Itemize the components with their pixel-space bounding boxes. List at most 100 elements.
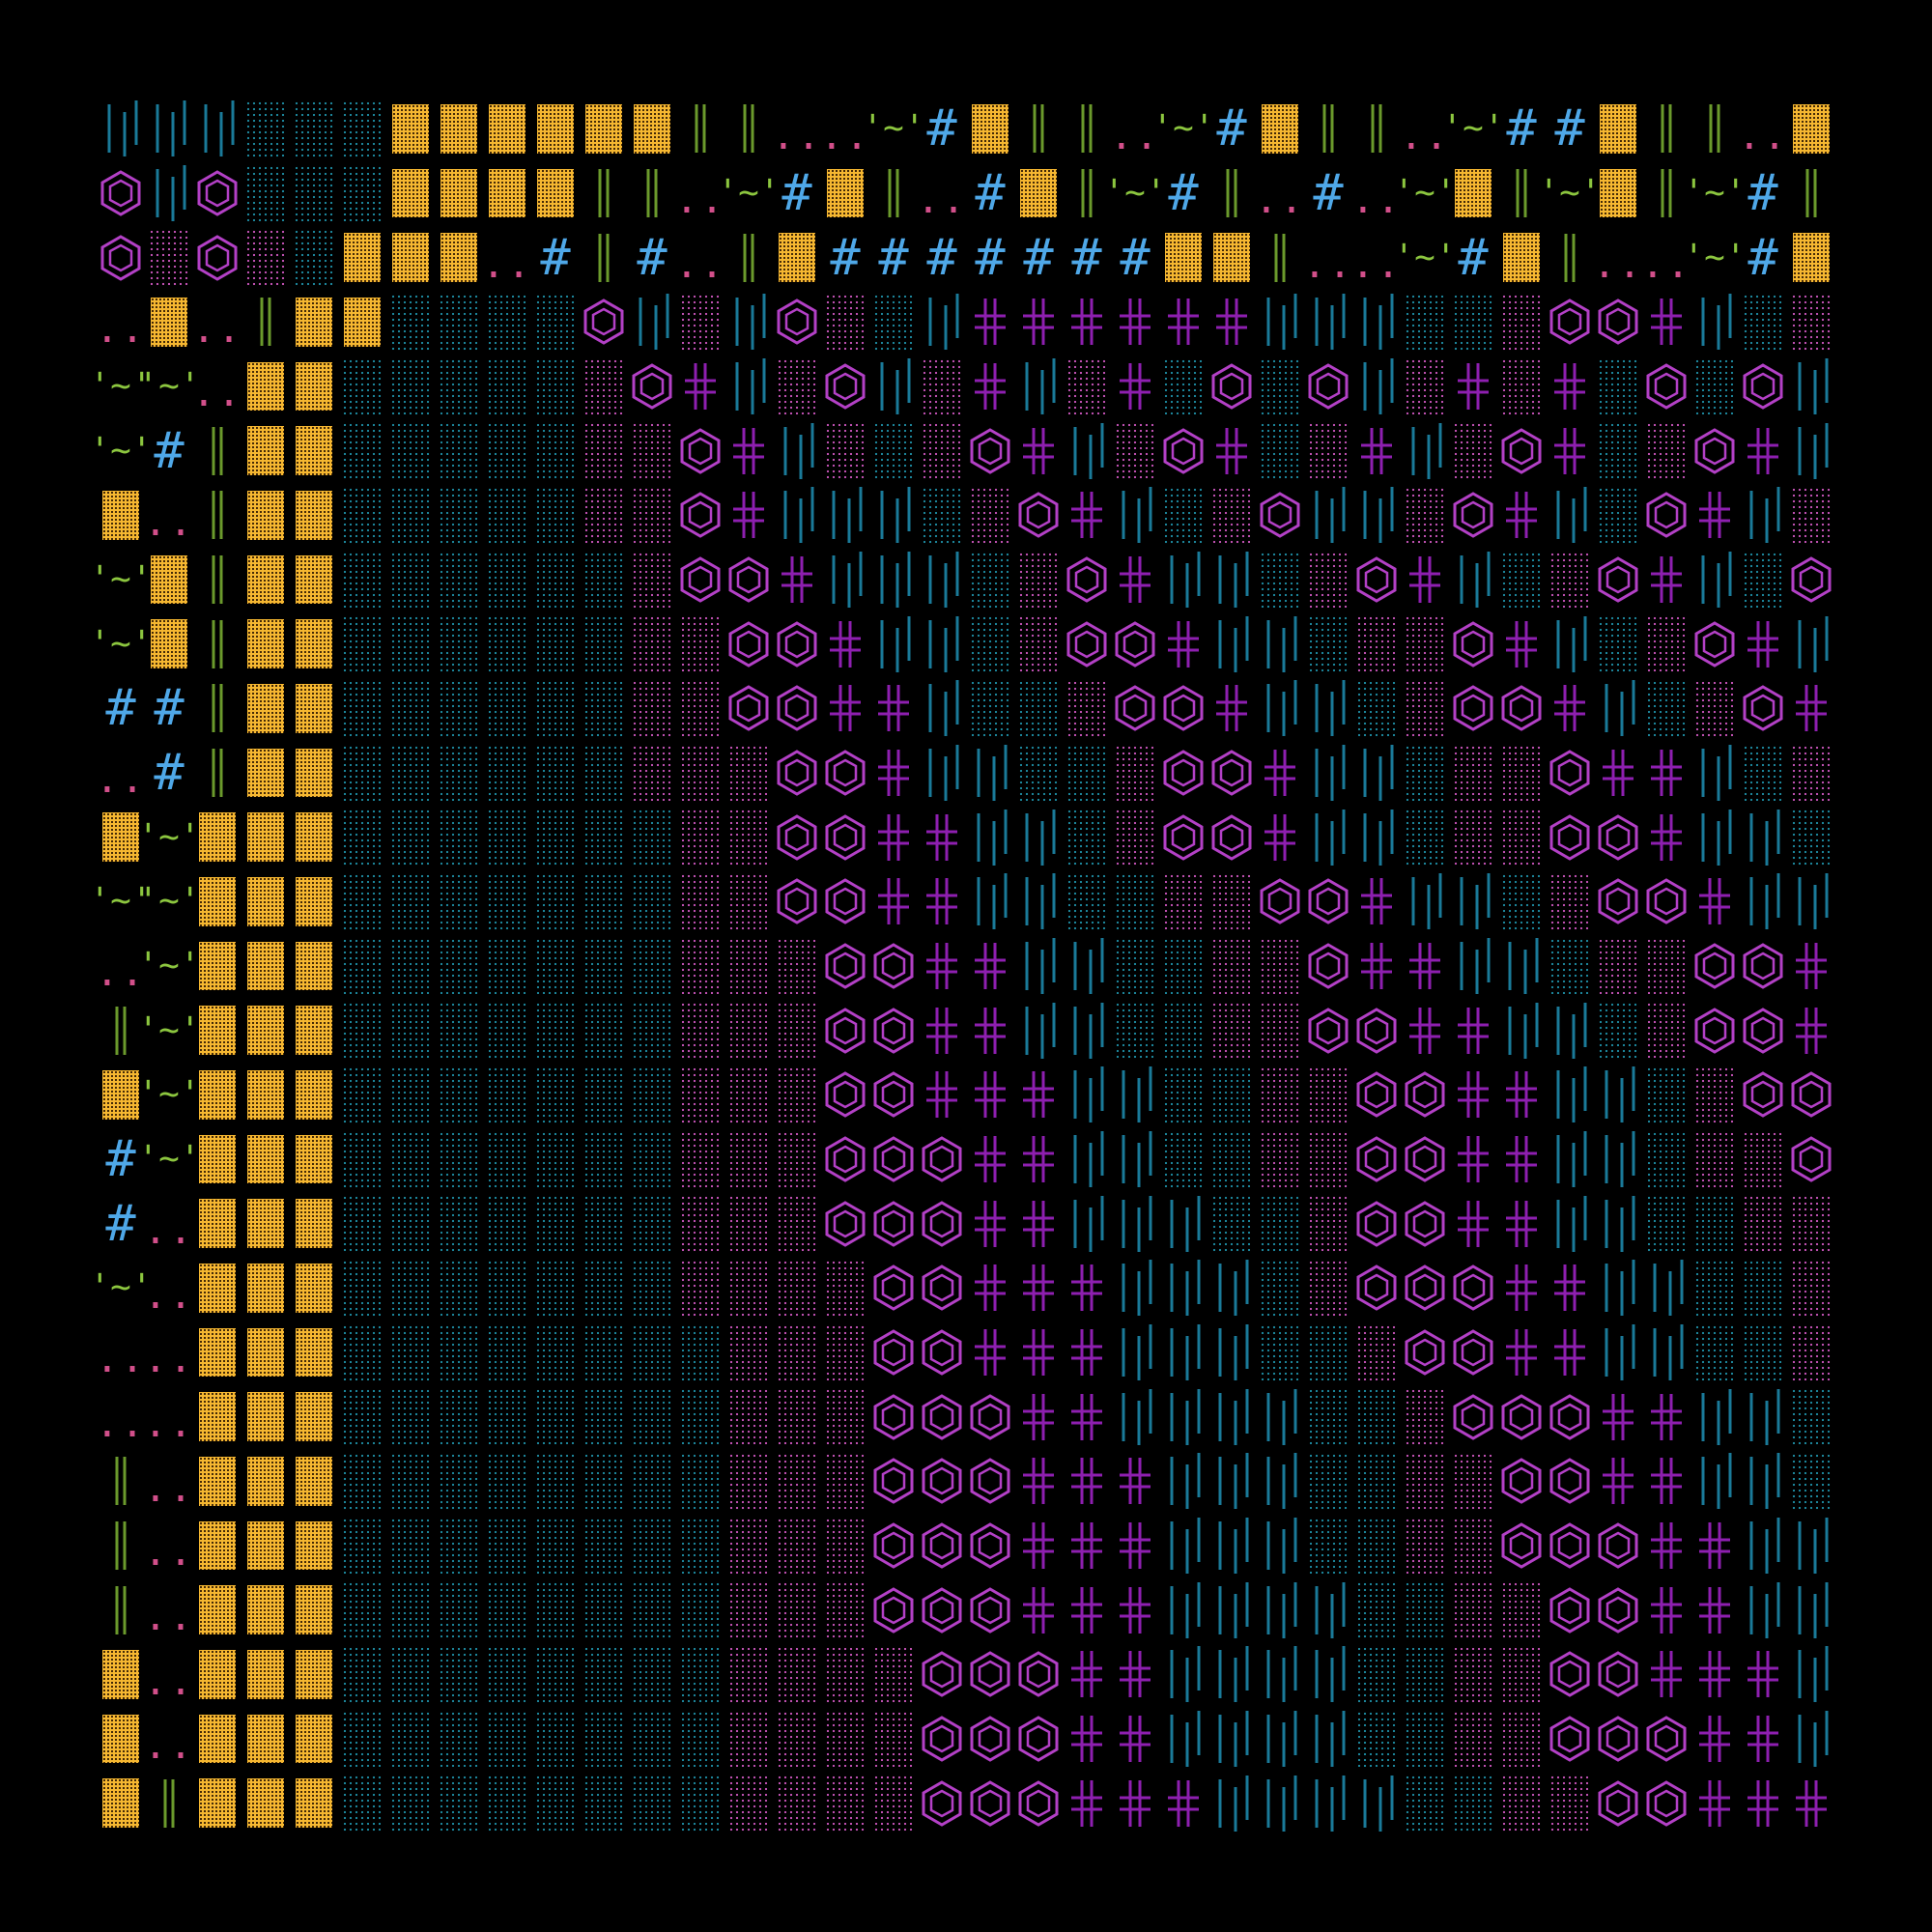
hexagon-cell (869, 998, 918, 1063)
hexagon-cell (1497, 1514, 1546, 1578)
cross-cell (1014, 290, 1063, 355)
magenta-dot-pattern (825, 1517, 866, 1575)
cross-cell (966, 1063, 1014, 1127)
double-bar-glyph (193, 676, 242, 741)
cross-cell (1449, 998, 1497, 1063)
hexagon-icon (676, 483, 724, 548)
double-cross-icon (773, 548, 821, 612)
cross-cell (1208, 418, 1256, 483)
teal-dots-cell (483, 290, 531, 355)
teal-dot-pattern (342, 873, 383, 930)
teal-dots-cell (676, 1449, 724, 1514)
hexagon-icon (1642, 1771, 1690, 1835)
teal-dot-pattern (632, 1260, 672, 1317)
teal-dot-pattern (583, 1260, 624, 1317)
magenta-dot-pattern (728, 744, 769, 802)
teal-dot-pattern (390, 294, 431, 351)
teal-dot-pattern (439, 1646, 479, 1703)
teal-dots-cell (1739, 741, 1787, 806)
double-cross-icon (1690, 1771, 1739, 1835)
magenta-dots-cell (1401, 676, 1449, 741)
orange-block-glyph (296, 812, 332, 862)
teal-dot-pattern (1163, 1130, 1204, 1188)
teal-dot-pattern (1743, 1323, 1783, 1381)
green-double-bar-cell (1690, 97, 1739, 161)
hexagon-cell (918, 1384, 966, 1449)
teal-dot-pattern (1211, 1066, 1252, 1123)
double-cross-icon (918, 934, 966, 999)
cross-cell (1014, 1321, 1063, 1385)
vertical-bars-glyph (193, 97, 242, 161)
tilde-glyph: '~' (97, 881, 153, 922)
magenta-dots-cell (628, 611, 676, 676)
magenta-dot-pattern (680, 1002, 721, 1059)
magenta-dots-cell (1256, 998, 1304, 1063)
hash-glyph: # (1120, 228, 1151, 287)
vertical-bars-glyph (1304, 1577, 1352, 1642)
vertical-bars-glyph (724, 290, 773, 355)
teal-dots-cell (386, 290, 435, 355)
teal-dot-pattern (1356, 1710, 1397, 1768)
teal-dots-cell (386, 1191, 435, 1256)
vertical-bars-glyph (1208, 611, 1256, 676)
orange-block-cell (242, 1063, 290, 1127)
double-cross-icon (821, 611, 869, 676)
hexagon-cell (773, 290, 821, 355)
hexagon-icon (1401, 1127, 1449, 1192)
teal-dots-cell (628, 1514, 676, 1578)
orange-block-cell (580, 97, 628, 161)
teal-dots-cell (386, 934, 435, 999)
magenta-dots-cell (676, 611, 724, 676)
teal-dot-pattern (1260, 357, 1300, 415)
teal-dot-pattern (970, 615, 1010, 672)
teal-dot-pattern (439, 873, 479, 930)
orange-block-cell (193, 1642, 242, 1707)
cross-cell (1497, 483, 1546, 548)
teal-dots-cell (1159, 1127, 1208, 1192)
double-cross-icon (1690, 869, 1739, 934)
hexagon-cell (1304, 998, 1352, 1063)
hexagon-cell (918, 1449, 966, 1514)
green-tilde-cell: '~' (1393, 161, 1456, 226)
hexagon-icon (1642, 1707, 1690, 1772)
magenta-dot-pattern (245, 229, 286, 286)
teal-dot-pattern (873, 294, 914, 351)
double-cross-icon (1739, 418, 1787, 483)
hexagon-icon (580, 290, 628, 355)
orange-block-cell (290, 1577, 338, 1642)
magenta-dot-pattern (1356, 615, 1397, 672)
magenta-dot-pattern (1260, 937, 1300, 995)
teal-dot-pattern (1308, 1453, 1349, 1510)
hexagon-cell (628, 355, 676, 419)
pink-pair-cell: .. (482, 225, 531, 290)
teal-dots-cell (435, 869, 483, 934)
magenta-dot-pattern (1018, 615, 1059, 672)
magenta-dot-pattern (825, 1710, 866, 1768)
teal-dot-pattern (342, 1002, 383, 1059)
vertical-bars-glyph (918, 611, 966, 676)
pink-pair-cell: .. (144, 1449, 193, 1514)
vertical-bars-glyph (1546, 1063, 1594, 1127)
teal-bars-cell (1449, 934, 1497, 999)
cross-cell (1642, 1514, 1690, 1578)
green-tilde-cell: '~' (137, 805, 200, 869)
teal-dots-cell (1111, 869, 1159, 934)
pink-pair-cell: .. (1593, 225, 1642, 290)
teal-dots-cell (580, 676, 628, 741)
hexagon-icon (1690, 418, 1739, 483)
magenta-dots-cell (869, 1707, 918, 1772)
orange-block-glyph (392, 104, 429, 154)
teal-dots-cell (435, 1256, 483, 1321)
cross-cell (1111, 1771, 1159, 1835)
teal-dot-pattern (632, 1388, 672, 1445)
hexagon-icon (869, 1321, 918, 1385)
green-tilde-cell: '~' (137, 934, 200, 999)
double-bar-glyph (724, 225, 773, 290)
hexagon-cell (97, 225, 145, 290)
orange-block-cell (483, 97, 531, 161)
teal-dots-cell (338, 483, 386, 548)
hexagon-icon (1208, 741, 1256, 806)
magenta-dots-cell (676, 741, 724, 806)
blue-hash-cell: # (145, 741, 193, 806)
magenta-dots-cell (1401, 355, 1449, 419)
